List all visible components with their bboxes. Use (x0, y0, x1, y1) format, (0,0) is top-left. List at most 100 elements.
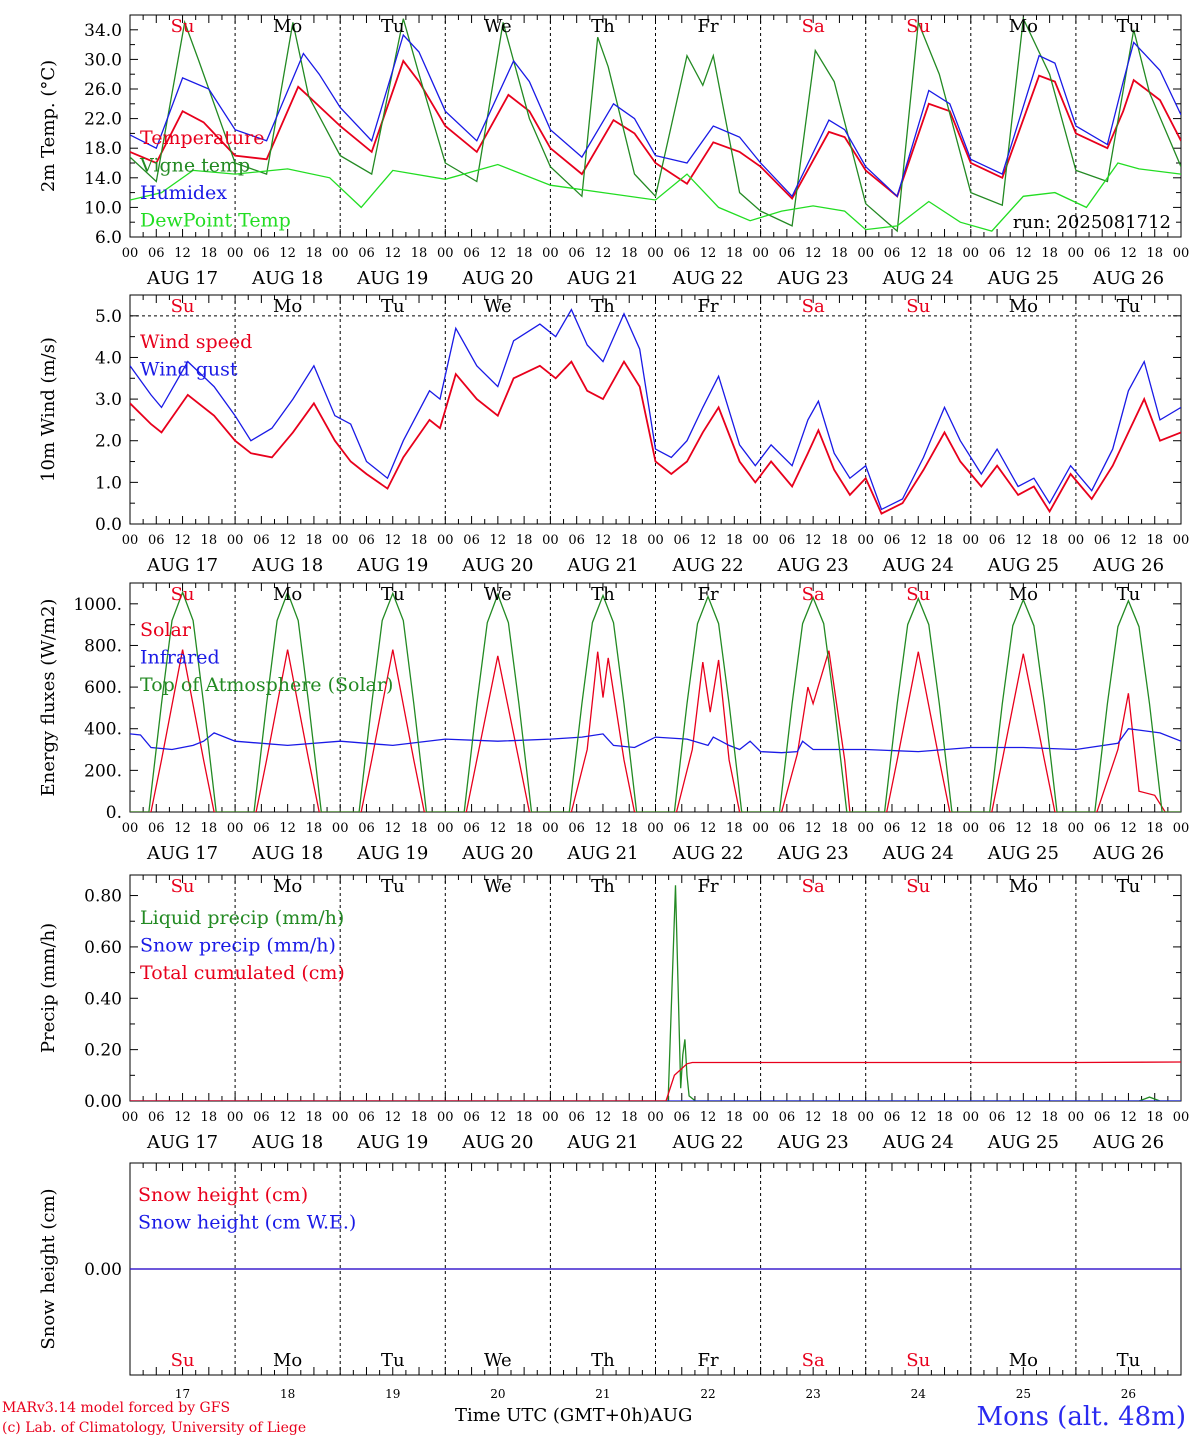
date-label: AUG 26 (1092, 843, 1164, 864)
hour-tick-label: 12 (384, 533, 401, 548)
hour-tick-label: 00 (963, 533, 980, 548)
day-of-week-label: Tu (1117, 584, 1141, 605)
series-line (130, 33, 1181, 198)
hour-tick-label: 06 (989, 246, 1006, 261)
hour-tick-label: 12 (700, 1110, 717, 1125)
date-label: AUG 22 (671, 843, 743, 864)
hour-tick-label: 18 (411, 533, 428, 548)
y-tick-label: 0.00 (84, 1260, 122, 1280)
lab-credit-line: (c) Lab. of Climatology, University of L… (2, 1420, 307, 1436)
date-label: AUG 22 (671, 268, 743, 289)
hour-tick-label: 00 (1173, 246, 1190, 261)
day-of-week-label: Th (591, 876, 615, 897)
date-label: AUG 19 (356, 555, 428, 576)
date-label: AUG 20 (461, 555, 533, 576)
day-of-week-label: Fr (698, 876, 719, 897)
hour-tick-label: 12 (700, 533, 717, 548)
hour-tick-label: 06 (148, 1110, 165, 1125)
hour-tick-label: 00 (122, 533, 139, 548)
hour-tick-label: 18 (306, 821, 323, 836)
day-of-week-label: Su (171, 296, 195, 317)
hour-tick-label: 00 (332, 821, 349, 836)
legend-entry: Snow precip (mm/h) (140, 935, 336, 957)
hour-tick-label: 06 (989, 1110, 1006, 1125)
hour-tick-label: 12 (1120, 1110, 1137, 1125)
hour-tick-label: 18 (306, 246, 323, 261)
hour-tick-label: 00 (752, 533, 769, 548)
hour-tick-label: 06 (884, 246, 901, 261)
y-tick-label: 14.0 (84, 169, 122, 189)
date-label: AUG 22 (671, 1132, 743, 1153)
y-tick-label: 0.20 (84, 1041, 122, 1061)
series-line (130, 728, 1181, 754)
y-tick-label: 0. (106, 803, 122, 823)
legend-entry: Infrared (140, 647, 220, 669)
hour-tick-label: 18 (1146, 821, 1163, 836)
day-of-week-label: Tu (1117, 16, 1141, 37)
hour-tick-label: 00 (437, 821, 454, 836)
hour-tick-label: 06 (1094, 1110, 1111, 1125)
day-number-label: 17 (175, 1387, 190, 1401)
day-of-week-label: Su (906, 16, 930, 37)
hour-tick-label: 06 (884, 821, 901, 836)
y-tick-label: 400. (84, 720, 122, 740)
series-line (130, 649, 1181, 812)
day-of-week-label: Mo (1009, 296, 1038, 317)
series-line (130, 359, 1181, 515)
hour-tick-label: 00 (752, 246, 769, 261)
y-tick-label: 26.0 (84, 80, 122, 100)
hour-tick-label: 06 (779, 246, 796, 261)
legend-entry: DewPoint Temp (140, 210, 291, 232)
hour-tick-label: 06 (989, 821, 1006, 836)
day-of-week-label: Sa (802, 876, 825, 897)
day-of-week-label: Su (906, 1350, 930, 1371)
legend-entry: Wind speed (140, 331, 252, 353)
hour-tick-label: 18 (1041, 1110, 1058, 1125)
hour-tick-label: 00 (647, 1110, 664, 1125)
date-label: AUG 18 (251, 843, 323, 864)
hour-tick-label: 00 (122, 821, 139, 836)
hour-tick-label: 06 (674, 246, 691, 261)
day-of-week-label: We (484, 1350, 512, 1371)
hour-tick-label: 12 (1120, 246, 1137, 261)
hour-tick-label: 00 (1068, 1110, 1085, 1125)
hour-tick-label: 18 (1146, 1110, 1163, 1125)
hour-tick-label: 06 (1094, 246, 1111, 261)
day-of-week-label: Su (171, 16, 195, 37)
hour-tick-label: 00 (542, 821, 559, 836)
date-label: AUG 20 (461, 1132, 533, 1153)
hour-tick-label: 18 (936, 533, 953, 548)
hour-tick-label: 00 (963, 821, 980, 836)
legend-entry: Total cumulated (cm) (140, 962, 345, 984)
day-of-week-label: Sa (802, 584, 825, 605)
day-of-week-label: Mo (273, 584, 302, 605)
hour-tick-label: 00 (437, 1110, 454, 1125)
day-number-label: 24 (911, 1387, 927, 1401)
hour-tick-label: 18 (516, 533, 533, 548)
hour-tick-label: 06 (568, 533, 585, 548)
legend-entry: Temperature (140, 127, 264, 149)
hour-tick-label: 18 (411, 246, 428, 261)
hour-tick-label: 06 (463, 533, 480, 548)
hour-tick-label: 18 (726, 246, 743, 261)
hour-tick-label: 00 (227, 246, 244, 261)
date-label: AUG 17 (146, 268, 218, 289)
day-of-week-label: Tu (381, 16, 405, 37)
hour-tick-label: 00 (332, 246, 349, 261)
hour-tick-label: 06 (989, 533, 1006, 548)
day-of-week-label: Mo (273, 1350, 302, 1371)
hour-tick-label: 00 (227, 1110, 244, 1125)
day-of-week-label: We (484, 584, 512, 605)
series-line (130, 162, 1181, 232)
series-line (130, 885, 1181, 1101)
hour-tick-label: 06 (253, 533, 270, 548)
day-of-week-label: Tu (1117, 1350, 1141, 1371)
hour-tick-label: 00 (1068, 246, 1085, 261)
hour-tick-label: 06 (463, 246, 480, 261)
hour-tick-label: 06 (253, 246, 270, 261)
day-of-week-label: Su (906, 876, 930, 897)
hour-tick-label: 06 (358, 246, 375, 261)
day-of-week-label: Mo (1009, 876, 1038, 897)
y-tick-label: 10.0 (84, 198, 122, 218)
hour-tick-label: 18 (411, 821, 428, 836)
